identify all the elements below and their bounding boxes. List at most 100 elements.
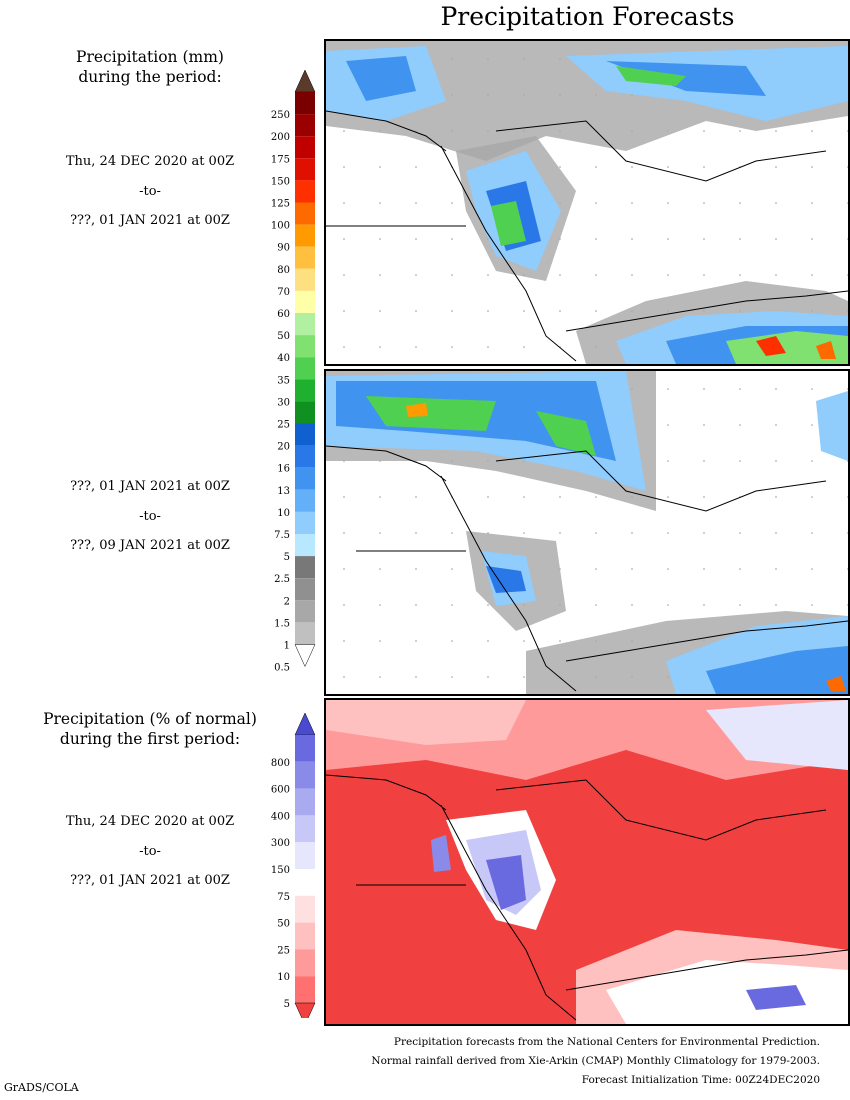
period1-sep: -to-: [139, 184, 161, 199]
mm-colorbar-label: 25: [277, 420, 290, 431]
mm-colorbar-swatch: [295, 511, 315, 534]
mm-colorbar-label: 90: [277, 243, 290, 254]
pct-colorbar-swatch: [295, 842, 315, 869]
period1-end: ???, 01 JAN 2021 at 00Z: [70, 213, 230, 228]
pct-colorbar-swatch: [295, 815, 315, 843]
mm-colorbar-label: 20: [277, 442, 290, 453]
period2-end: ???, 09 JAN 2021 at 00Z: [70, 538, 230, 553]
precip-mm-colorbar: 2502001751501251009080706050403530252016…: [271, 70, 316, 674]
grads-credit: GrADS/COLA: [4, 1081, 79, 1094]
pct-colorbar-swatch: [295, 735, 315, 762]
mm-colorbar-swatch: [295, 445, 315, 468]
percent-title-line2: during the first period:: [59, 730, 241, 748]
mm-colorbar-label: 1.5: [274, 618, 290, 629]
pct-colorbar-swatch: [295, 869, 315, 896]
mm-colorbar-swatch: [295, 578, 315, 601]
mm-colorbar-label: 200: [271, 132, 290, 143]
footer-line2: Normal rainfall derived from Xie-Arkin (…: [371, 1055, 820, 1067]
period2-start: ???, 01 JAN 2021 at 00Z: [70, 479, 230, 494]
mm-colorbar-label: 50: [277, 331, 290, 342]
mm-colorbar-swatch: [295, 268, 315, 291]
pct-colorbar-swatch: [295, 922, 315, 950]
mm-colorbar-bottom-arrow: [294, 644, 316, 668]
mm-colorbar-label: 40: [277, 353, 290, 364]
mm-colorbar-swatch: [295, 534, 315, 557]
mm-colorbar-label: 10: [277, 508, 290, 519]
pct-colorbar-swatch: [295, 895, 315, 923]
mm-colorbar-swatch: [295, 180, 315, 203]
pct-colorbar-swatch: [295, 949, 315, 977]
mm-colorbar-swatch: [295, 335, 315, 358]
mm-colorbar-label: 1: [284, 641, 290, 652]
mm-colorbar-label: 30: [277, 397, 290, 408]
mm-colorbar-swatch: [295, 423, 315, 446]
pct-colorbar-swatch: [295, 976, 315, 1003]
footer-line3: Forecast Initialization Time: 00Z24DEC20…: [581, 1074, 820, 1086]
pct-colorbar-swatch: [295, 788, 315, 816]
mm-colorbar-swatch: [295, 158, 315, 181]
footer-line1: Precipitation forecasts from the Nationa…: [393, 1036, 820, 1048]
pct-colorbar-top-arrow: [294, 713, 316, 736]
amount-section-title: Precipitation (mm) during the period:: [30, 47, 270, 87]
mm-colorbar-label: 2: [284, 596, 290, 607]
mm-colorbar-label: 0.5: [274, 663, 290, 674]
map-panel-percent-normal: [324, 698, 850, 1026]
mm-colorbar-label: 125: [271, 199, 290, 210]
mm-colorbar-swatch: [295, 622, 315, 645]
mm-colorbar-label: 7.5: [274, 530, 290, 541]
mm-colorbar-swatch: [295, 467, 315, 490]
mm-colorbar-swatch: [295, 92, 315, 115]
pct-colorbar-label: 800: [271, 758, 290, 769]
page-title: Precipitation Forecasts: [440, 2, 735, 31]
mm-colorbar-swatch: [295, 556, 315, 579]
mm-colorbar-swatch: [295, 401, 315, 424]
pct-colorbar-label: 150: [271, 865, 290, 876]
mm-colorbar-swatch: [295, 202, 315, 225]
mm-colorbar-label: 100: [271, 221, 290, 232]
mm-colorbar-swatch: [295, 379, 315, 402]
period3-sep: -to-: [139, 844, 161, 859]
pct-colorbar-label: 50: [277, 919, 290, 930]
mm-colorbar-label: 5: [284, 552, 290, 563]
mm-colorbar-label: 2.5: [274, 574, 290, 585]
pct-colorbar-label: 600: [271, 785, 290, 796]
footer-notes: Precipitation forecasts from the Nationa…: [371, 1033, 820, 1090]
mm-colorbar-label: 60: [277, 309, 290, 320]
mm-colorbar-swatch: [295, 114, 315, 137]
mm-colorbar-label: 80: [277, 265, 290, 276]
pct-colorbar-label: 5: [284, 999, 290, 1010]
mm-colorbar-swatch: [295, 313, 315, 336]
mm-colorbar-swatch: [295, 224, 315, 247]
pct-colorbar-label: 10: [277, 972, 290, 983]
pct-colorbar-swatch: [295, 761, 315, 789]
mm-colorbar-label: 13: [277, 486, 290, 497]
mm-colorbar-swatch: [295, 600, 315, 623]
mm-colorbar-swatch: [295, 246, 315, 269]
percent-section-title: Precipitation (% of normal) during the f…: [20, 709, 280, 749]
mm-colorbar-label: 150: [271, 176, 290, 187]
amount-title-line2: during the period:: [78, 68, 222, 86]
period3-end: ???, 01 JAN 2021 at 00Z: [70, 873, 230, 888]
amount-title-line1: Precipitation (mm): [76, 48, 224, 66]
pct-colorbar-bottom-arrow: [294, 1002, 316, 1018]
mm-colorbar-swatch: [295, 290, 315, 313]
map-panel-period1: [324, 39, 850, 366]
percent-title-line1: Precipitation (% of normal): [43, 710, 257, 728]
mm-colorbar-swatch: [295, 357, 315, 380]
pct-colorbar-label: 300: [271, 838, 290, 849]
period3-start: Thu, 24 DEC 2020 at 00Z: [65, 814, 235, 829]
mm-colorbar-swatch: [295, 489, 315, 512]
mm-colorbar-top-arrow: [294, 70, 316, 93]
mm-colorbar-label: 175: [271, 154, 290, 165]
mm-colorbar-label: 70: [277, 287, 290, 298]
mm-colorbar-label: 16: [277, 464, 290, 475]
mm-colorbar-swatch: [295, 136, 315, 159]
period2-sep: -to-: [139, 509, 161, 524]
pct-colorbar-label: 25: [277, 945, 290, 956]
mm-colorbar-label: 35: [277, 375, 290, 386]
precip-percent-colorbar: 800 600 400 300 150 75 50 25 10 5: [271, 713, 316, 1018]
map-panel-period2: [324, 369, 850, 696]
period1-start: Thu, 24 DEC 2020 at 00Z: [65, 154, 235, 169]
mm-colorbar-label: 250: [271, 110, 290, 121]
pct-colorbar-label: 400: [271, 811, 290, 822]
